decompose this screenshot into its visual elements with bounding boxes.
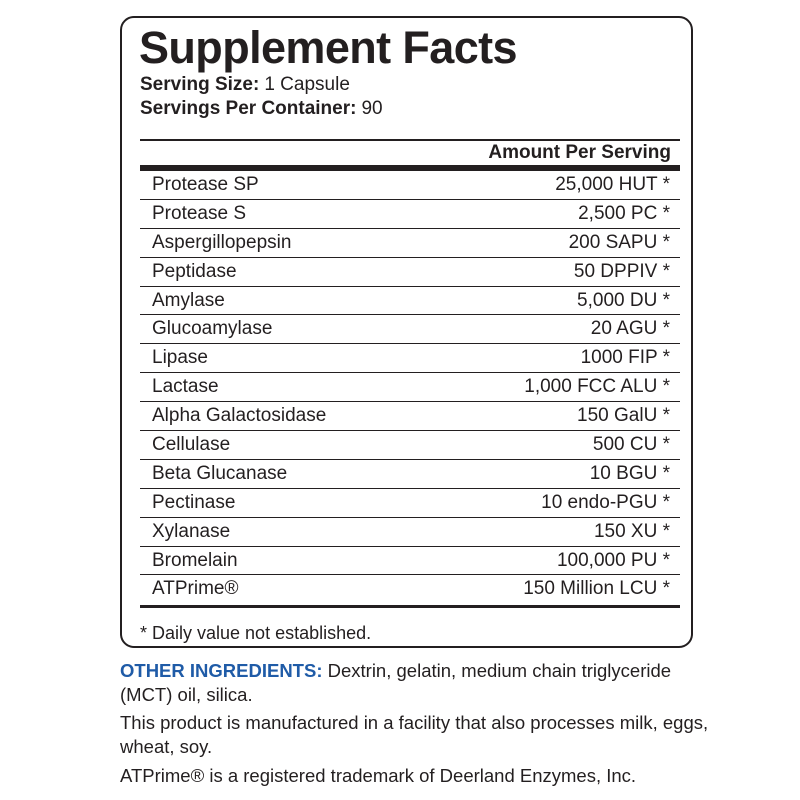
ingredient-name: Alpha Galactosidase [152, 405, 327, 427]
divider-thick [140, 165, 680, 171]
ingredient-name: Bromelain [152, 549, 238, 571]
table-row: Cellulase 500 CU * [140, 431, 680, 460]
servings-per-container-label: Servings Per Container: [140, 98, 357, 119]
ingredient-name: Aspergillopepsin [152, 231, 292, 253]
ingredient-amount: 25,000 HUT * [555, 174, 670, 195]
servings-per-container-value: 90 [361, 98, 383, 119]
table-row: Lipase 1000 FIP * [140, 344, 680, 374]
ingredient-name: ATPrime® [152, 578, 239, 600]
ingredient-table: Protease SP 25,000 HUT * Protease S 2,500 P… [140, 171, 680, 604]
other-ingredients-text: Dextrin, gelatin, medium chain triglycer… [120, 660, 672, 705]
ingredient-name: Glucoamylase [152, 318, 273, 340]
table-row: Pectinase 10 endo-PGU * [140, 489, 680, 518]
amount-per-serving-header: Amount Per Serving [488, 142, 671, 163]
ingredient-amount: 150 GalU * [577, 405, 670, 427]
servings-per-container: Servings Per Container: 90 [140, 97, 383, 121]
ingredient-name: Protease SP [152, 174, 259, 195]
ingredient-amount: 10 endo-PGU * [541, 491, 670, 513]
ingredient-amount: 10 BGU * [589, 462, 670, 484]
table-row: Aspergillopepsin 200 SAPU * [140, 229, 680, 258]
ingredient-amount: 1000 FIP * [580, 347, 670, 369]
serving-size: Serving Size: 1 Capsule [140, 73, 350, 97]
ingredient-amount: 150 XU * [593, 520, 670, 542]
supplement-facts-panel: Supplement Facts Serving Size: 1 Capsule … [120, 16, 693, 648]
table-row: Alpha Galactosidase 150 GalU * [140, 402, 680, 432]
table-row: Peptidase 50 DPPIV * [140, 258, 680, 287]
divider-bottom [140, 605, 680, 608]
ingredient-amount: 20 AGU * [590, 318, 670, 340]
table-row: Protease S 2,500 PC * [140, 200, 680, 229]
serving-size-label: Serving Size: [140, 74, 260, 95]
ingredient-amount: 2,500 PC * [578, 202, 670, 224]
table-row: Bromelain 100,000 PU * [140, 547, 680, 576]
ingredient-name: Cellulase [152, 434, 231, 456]
table-row: Glucoamylase 20 AGU * [140, 315, 680, 345]
daily-value-footnote: * Daily value not established. [140, 623, 372, 643]
table-row: Lactase 1,000 FCC ALU * [140, 373, 680, 403]
ingredient-name: Peptidase [152, 260, 237, 282]
ingredient-amount: 1,000 FCC ALU * [524, 376, 670, 398]
table-row: Beta Glucanase 10 BGU * [140, 460, 680, 489]
facility-notice: This product is manufactured in a facili… [120, 712, 709, 757]
table-row: Amylase 5,000 DU * [140, 287, 680, 316]
ingredient-name: Lipase [152, 347, 208, 369]
ingredient-name: Lactase [152, 376, 219, 398]
ingredient-name: Beta Glucanase [152, 462, 288, 484]
ingredient-name: Amylase [152, 289, 225, 311]
ingredient-name: Pectinase [152, 491, 236, 513]
ingredient-amount: 200 SAPU * [568, 231, 670, 253]
table-row: ATPrime® 150 Million LCU * [140, 575, 680, 604]
ingredient-amount: 500 CU * [592, 434, 670, 456]
panel-title: Supplement Facts [139, 22, 518, 73]
ingredient-amount: 5,000 DU * [577, 289, 670, 311]
other-ingredients: OTHER INGREDIENTS: Dextrin, gelatin, med… [120, 659, 710, 707]
other-ingredients-label: OTHER INGREDIENTS: [120, 660, 323, 681]
table-row: Xylanase 150 XU * [140, 518, 680, 547]
ingredient-amount: 50 DPPIV * [573, 260, 670, 282]
ingredient-amount: 100,000 PU * [556, 549, 670, 571]
trademark-notice: ATPrime® is a registered trademark of De… [120, 765, 637, 786]
serving-size-value: 1 Capsule [264, 74, 350, 95]
table-row: Protease SP 25,000 HUT * [140, 171, 680, 200]
ingredient-amount: 150 Million LCU * [523, 578, 670, 600]
divider-thin [140, 139, 680, 141]
ingredient-name: Xylanase [152, 520, 231, 542]
ingredient-name: Protease S [152, 202, 246, 224]
